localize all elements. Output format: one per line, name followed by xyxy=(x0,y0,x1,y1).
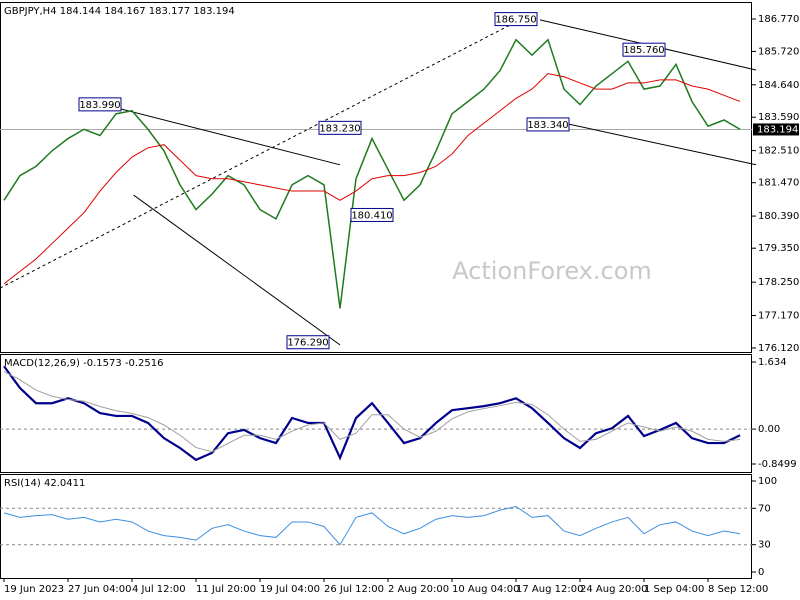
trend-line xyxy=(104,104,341,166)
x-tick-label: 19 Jun 2023 xyxy=(4,584,64,595)
x-tick-label: 1 Sep 04:00 xyxy=(644,584,704,595)
y-tick-label: 0.00 xyxy=(758,424,780,435)
y-tick-label: 179.350 xyxy=(758,243,799,254)
x-tick-label: 8 Sep 12:00 xyxy=(708,584,768,595)
x-tick-label: 19 Jul 04:00 xyxy=(260,584,320,595)
y-tick-label: 0 xyxy=(758,567,764,578)
price-annotation-box xyxy=(622,42,666,57)
panel-title: RSI(14) 42.0411 xyxy=(4,478,85,489)
y-tick-label: 181.470 xyxy=(758,178,799,189)
watermark: ActionForex.com xyxy=(452,257,652,285)
x-tick-label: 27 Jun 04:00 xyxy=(68,584,132,595)
x-tick-label: 11 Jul 20:00 xyxy=(196,584,256,595)
y-tick-label: 70 xyxy=(758,503,771,514)
last-price-label: 183.194 xyxy=(757,124,798,135)
price-annotation: 183.340 xyxy=(527,120,568,131)
price-annotation-box xyxy=(318,120,362,135)
price-annotation: 183.230 xyxy=(319,123,360,134)
series-line xyxy=(3,505,741,546)
price-annotation: 186.750 xyxy=(495,15,536,26)
price-annotation-box xyxy=(286,335,330,350)
y-tick-label: 1.634 xyxy=(758,357,787,368)
y-tick-label: 185.720 xyxy=(758,46,799,57)
series-line xyxy=(3,365,741,462)
price-annotation: 176.290 xyxy=(287,338,328,349)
panel-frame xyxy=(0,2,752,353)
series-line xyxy=(3,73,741,285)
x-tick-label: 2 Aug 20:00 xyxy=(388,584,449,595)
y-tick-label: -0.8499 xyxy=(758,459,797,470)
price-annotation: 183.990 xyxy=(79,100,120,111)
panel-frame xyxy=(0,354,752,473)
y-tick-label: 182.510 xyxy=(758,146,799,157)
y-tick-label: 176.120 xyxy=(758,343,799,354)
x-tick-label: 24 Aug 20:00 xyxy=(580,584,647,595)
y-tick-label: 184.640 xyxy=(758,80,799,91)
trend-line xyxy=(539,117,757,166)
y-tick-label: 186.770 xyxy=(758,14,799,25)
series-line xyxy=(3,38,741,309)
y-tick-label: 100 xyxy=(758,476,777,487)
trend-line xyxy=(133,194,341,346)
panel-title: GBPJPY,H4 184.144 184.167 183.177 183.19… xyxy=(4,6,235,17)
price-annotation-box xyxy=(350,207,394,222)
y-tick-label: 178.250 xyxy=(758,277,799,288)
x-tick-label: 26 Jul 12:00 xyxy=(324,584,384,595)
price-annotation-box xyxy=(526,117,570,132)
price-annotation: 180.410 xyxy=(351,210,392,221)
price-annotation: 185.760 xyxy=(623,45,664,56)
y-tick-label: 177.170 xyxy=(758,311,799,322)
trend-line xyxy=(0,19,521,289)
x-tick-label: 4 Jul 12:00 xyxy=(132,584,186,595)
last-price-box xyxy=(753,123,799,136)
y-tick-label: 183.590 xyxy=(758,112,799,123)
y-tick-label: 30 xyxy=(758,540,771,551)
x-tick-label: 10 Aug 04:00 xyxy=(452,584,519,595)
panel-frame xyxy=(0,474,752,579)
series-line xyxy=(3,371,741,453)
price-annotation-box xyxy=(494,12,538,27)
x-tick-label: 17 Aug 12:00 xyxy=(516,584,583,595)
y-tick-label: 180.390 xyxy=(758,211,799,222)
panel-title: MACD(12,26,9) -0.1573 -0.2516 xyxy=(4,358,164,369)
price-annotation-box xyxy=(78,97,122,112)
